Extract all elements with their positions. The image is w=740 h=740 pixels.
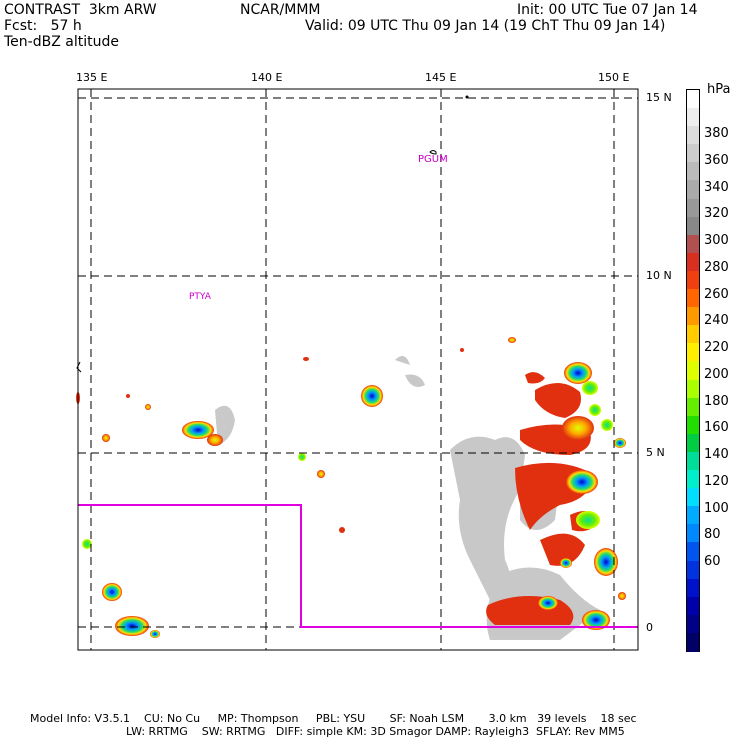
- colorbar-label: 360: [704, 152, 729, 168]
- lon-label-150: 150 E: [598, 71, 630, 84]
- colorbar-label: 200: [704, 366, 729, 382]
- colorbar-swatch: [687, 614, 699, 634]
- forecast-hour: Fcst: 57 h: [4, 18, 82, 34]
- colorbar-label: 60: [704, 554, 721, 570]
- init-time: Init: 00 UTC Tue 07 Jan 14: [517, 2, 698, 18]
- colorbar-swatch: [687, 90, 699, 109]
- colorbar-label: 320: [704, 206, 729, 222]
- map-frame: [77, 88, 639, 651]
- boundary-line: [78, 504, 638, 628]
- colorbar-swatch: [687, 289, 699, 309]
- colorbar-swatch: [687, 162, 699, 182]
- colorbar-swatch: [687, 433, 699, 453]
- lat-label-5n: 5 N: [646, 446, 665, 459]
- colorbar-label: 280: [704, 259, 729, 275]
- colorbar-swatch: [687, 234, 699, 254]
- coastline-island: [76, 361, 82, 373]
- colorbar-label: 340: [704, 179, 729, 195]
- lat-label-0: 0: [646, 621, 653, 634]
- colorbar-swatch: [687, 506, 699, 526]
- colorbar-swatch: [687, 524, 699, 544]
- colorbar-label: 380: [704, 126, 729, 141]
- storm-cells: [76, 337, 626, 638]
- colorbar-swatch: [687, 632, 699, 652]
- island-dot: [465, 95, 469, 99]
- colorbar-swatch: [687, 325, 699, 345]
- colorbar-swatch: [687, 216, 699, 236]
- colorbar-swatch: [687, 596, 699, 616]
- colorbar-swatch: [687, 397, 699, 417]
- colorbar-swatch: [687, 470, 699, 490]
- colorbar-label: 160: [704, 420, 729, 436]
- colorbar-label: 80: [704, 527, 721, 543]
- colorbar-swatch: [687, 144, 699, 164]
- station-label-ptya: PTYA: [189, 292, 212, 302]
- colorbar-swatch: [687, 270, 699, 290]
- lat-label-15n: 15 N: [646, 91, 672, 104]
- colorbar-label: 220: [704, 340, 729, 356]
- colorbar-swatch: [687, 198, 699, 218]
- colorbar-swatch: [687, 307, 699, 327]
- colorbar-label: 100: [704, 500, 729, 516]
- colorbar-swatch: [687, 542, 699, 562]
- valid-time: Valid: 09 UTC Thu 09 Jan 14 (19 ChT Thu …: [305, 18, 666, 34]
- graticule: [78, 89, 638, 650]
- colorbar-swatch: [687, 343, 699, 363]
- colorbar-swatch: [687, 379, 699, 399]
- colorbar-swatch: [687, 451, 699, 471]
- colorbar-label: 180: [704, 393, 729, 409]
- model-info-line2: LW: RRTMG SW: RRTMG DIFF: simple KM: 3D …: [126, 725, 625, 738]
- lon-label-140: 140 E: [251, 71, 283, 84]
- coastline-guam: [429, 150, 437, 155]
- colorbar-swatch: [687, 560, 699, 580]
- field-name: Ten-dBZ altitude: [4, 34, 119, 50]
- colorbar-label: 300: [704, 233, 729, 249]
- colorbar-label: 120: [704, 473, 729, 489]
- colorbar-label: 260: [704, 286, 729, 302]
- colorbar-swatch: [687, 126, 699, 146]
- colorbar-swatch: [687, 361, 699, 381]
- model-title: CONTRAST 3km ARW: [4, 2, 157, 18]
- institution-label: NCAR/MMM: [240, 2, 321, 18]
- lon-label-145: 145 E: [425, 71, 457, 84]
- colorbar-swatch: [687, 415, 699, 435]
- colorbar-swatch: [687, 578, 699, 598]
- colorbar-swatch: [687, 180, 699, 200]
- station-label-pgum: PGUM: [418, 154, 448, 165]
- model-info-line1: Model Info: V3.5.1 CU: No Cu MP: Thompso…: [30, 712, 637, 725]
- lon-label-135: 135 E: [76, 71, 108, 84]
- lat-label-10n: 10 N: [646, 269, 672, 282]
- colorbar: [686, 89, 700, 652]
- colorbar-label: 240: [704, 313, 729, 329]
- colorbar-label: 140: [704, 447, 729, 463]
- colorbar-unit: hPa: [707, 82, 731, 97]
- colorbar-swatch: [687, 488, 699, 508]
- colorbar-swatch: [687, 252, 699, 272]
- colorbar-swatch: [687, 108, 699, 128]
